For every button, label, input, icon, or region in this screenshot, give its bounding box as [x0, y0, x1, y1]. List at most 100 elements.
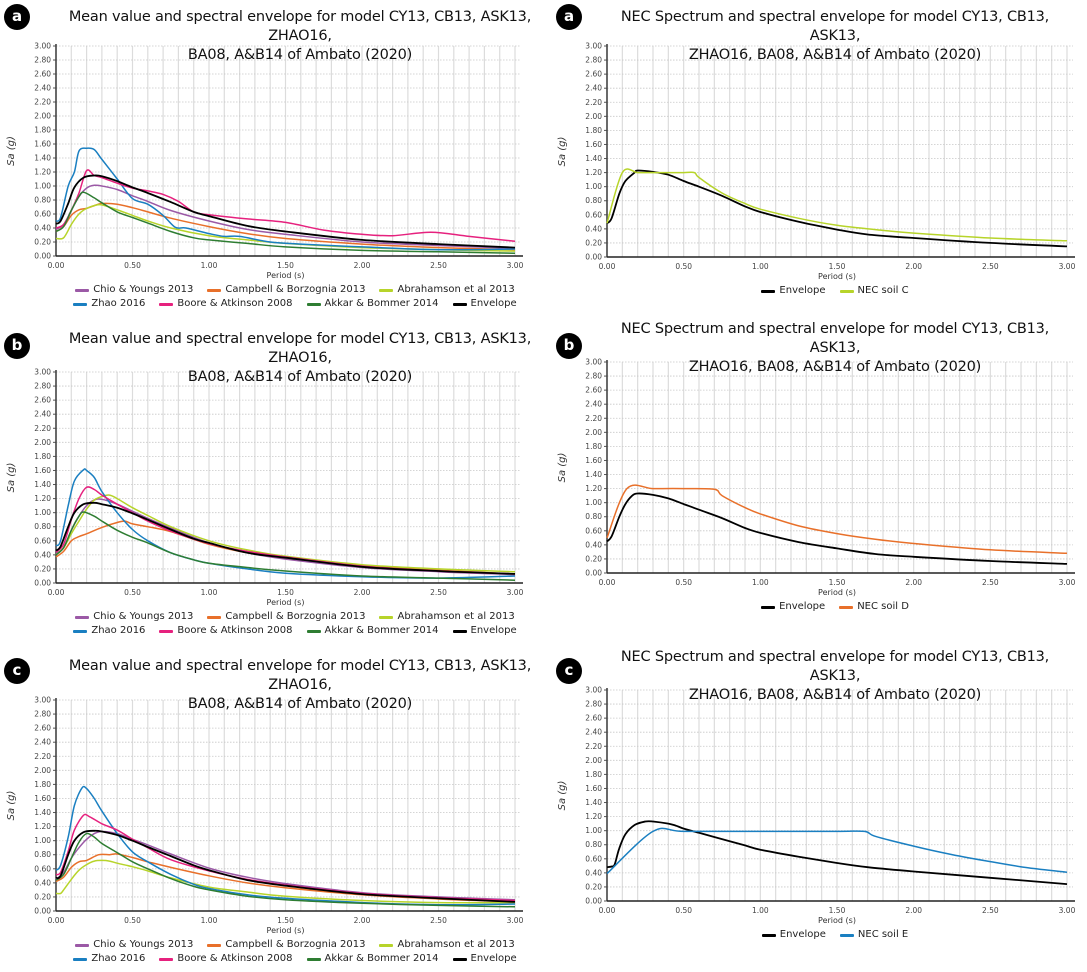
legend-item: Envelope: [761, 928, 826, 942]
chart-title-line-2: BA08, A&B14 of Ambato (2020): [187, 696, 413, 712]
legend-item: NEC soil D: [839, 600, 909, 614]
legend-swatch: [159, 629, 174, 633]
y-tick-label: 0.00: [585, 253, 602, 262]
y-tick-label: 2.00: [34, 112, 51, 121]
y-tick-label: 2.60: [34, 396, 51, 405]
y-tick-label: 1.40: [585, 798, 602, 807]
y-tick-label: 1.80: [34, 126, 51, 135]
y-tick-label: 2.20: [34, 98, 51, 107]
x-axis-label: Period (s): [818, 916, 856, 925]
legend-label: NEC soil C: [857, 285, 909, 296]
legend-swatch: [306, 957, 321, 961]
x-tick-label: 3.00: [507, 916, 524, 925]
x-tick-label: 0.50: [675, 906, 692, 915]
y-tick-label: 1.80: [585, 442, 602, 451]
legend-item: Campbell & Borzognia 2013: [207, 283, 365, 297]
chart-right-a: 0.00 0.20 0.40 0.60 0.80 1.00 1.20 1.40 1.60 1.80…: [557, 42, 1076, 282]
legend-swatch: [73, 629, 88, 633]
y-tick-label: 0.40: [585, 224, 602, 233]
y-tick-label: 1.40: [585, 154, 602, 163]
y-tick-label: 2.60: [585, 386, 602, 395]
series-line-nec-soil-d: [606, 484, 1068, 555]
series-line-envelope: [606, 492, 1068, 565]
chart-title-line-2: BA08, A&B14 of Ambato (2020): [187, 47, 413, 63]
chart-legend: Chio & Youngs 2013 Campbell & Borzognia 2…: [60, 283, 530, 311]
panel-label-badge: c: [4, 658, 30, 684]
chart-legend: Envelope NEC soil D: [600, 600, 1070, 614]
y-tick-label: 1.40: [34, 154, 51, 163]
legend-label: Zhao 2016: [91, 298, 146, 309]
legend-item: Chio & Youngs 2013: [75, 938, 193, 952]
legend-swatch: [306, 629, 321, 633]
series-line-envelope: [606, 820, 1068, 885]
y-tick-label: 0.00: [34, 579, 51, 588]
legend-label: Boore & Atkinson 2008: [177, 625, 293, 636]
x-tick-label: 0.00: [599, 906, 616, 915]
series-line-campbell-borzognia-2013: [55, 853, 516, 903]
legend-item: Chio & Youngs 2013: [75, 283, 193, 297]
y-tick-label: 2.40: [585, 400, 602, 409]
legend-swatch: [159, 302, 174, 306]
y-tick-label: 0.60: [585, 210, 602, 219]
y-tick-label: 1.20: [34, 494, 51, 503]
x-tick-label: 0.00: [599, 578, 616, 587]
chart-title-line-1: NEC Spectrum and spectral envelope for m…: [620, 649, 1050, 684]
x-tick-label: 0.00: [48, 588, 65, 597]
series-line-envelope: [55, 829, 516, 903]
chart-title: Mean value and spectral envelope for mod…: [60, 8, 540, 65]
y-tick-label: 3.00: [585, 42, 602, 51]
x-tick-label: 0.50: [124, 916, 141, 925]
legend-item: Envelope: [452, 624, 517, 638]
y-tick-label: 0.20: [585, 238, 602, 247]
legend-swatch: [839, 933, 854, 937]
chart-right-c: 0.00 0.20 0.40 0.60 0.80 1.00 1.20 1.40 1.60 1.80…: [557, 686, 1076, 926]
legend-swatch: [452, 302, 467, 306]
legend-row: Chio & Youngs 2013 Campbell & Borzognia 2…: [60, 610, 530, 624]
legend-item: Zhao 2016: [73, 297, 145, 311]
series-line-abrahamson-et-al-2013: [55, 859, 516, 904]
y-tick-label: 2.80: [34, 56, 51, 65]
chart-left-c: 0.00 0.20 0.40 0.60 0.80 1.00 1.20 1.40 1.60 1.80…: [6, 696, 524, 936]
x-tick-label: 1.00: [201, 588, 218, 597]
series-line-envelope: [55, 174, 516, 249]
y-axis-label: Sa (g): [6, 463, 17, 493]
chart-title-line-1: NEC Spectrum and spectral envelope for m…: [620, 321, 1050, 356]
legend-label: Envelope: [779, 285, 826, 296]
y-tick-label: 0.40: [585, 868, 602, 877]
legend-swatch: [379, 288, 394, 292]
legend-label: Chio & Youngs 2013: [93, 611, 194, 622]
legend-label: Boore & Atkinson 2008: [177, 953, 293, 964]
y-tick-label: 2.20: [585, 98, 602, 107]
y-tick-label: 1.40: [34, 808, 51, 817]
legend-item: Akkar & Bommer 2014: [306, 952, 439, 966]
chart-title-line-2: ZHAO16, BA08, A&B14 of Ambato (2020): [688, 687, 982, 703]
legend-swatch: [207, 288, 222, 292]
x-tick-label: 2.50: [430, 588, 447, 597]
x-tick-label: 1.50: [277, 588, 294, 597]
legend-item: Abrahamson et al 2013: [379, 938, 515, 952]
x-tick-label: 2.00: [905, 262, 922, 271]
chart-title: NEC Spectrum and spectral envelope for m…: [605, 648, 1065, 705]
x-tick-label: 0.00: [48, 916, 65, 925]
y-axis-label: Sa (g): [557, 453, 568, 483]
x-axis-label: Period (s): [818, 588, 856, 597]
y-tick-label: 2.00: [585, 112, 602, 121]
legend-item: Envelope: [761, 600, 825, 614]
chart-legend: Envelope NEC soil E: [600, 928, 1070, 942]
x-tick-label: 2.50: [982, 578, 999, 587]
legend-row: Envelope NEC soil E: [600, 928, 1070, 942]
x-tick-label: 2.50: [982, 906, 999, 915]
legend-item: Zhao 2016: [73, 624, 145, 638]
y-tick-label: 1.60: [585, 140, 602, 149]
x-tick-label: 2.00: [354, 916, 371, 925]
y-tick-label: 1.20: [585, 812, 602, 821]
y-tick-label: 2.60: [585, 714, 602, 723]
x-tick-label: 1.50: [829, 578, 846, 587]
y-axis-label: Sa (g): [557, 781, 568, 811]
y-tick-label: 0.80: [585, 196, 602, 205]
legend-row: Envelope NEC soil C: [600, 284, 1070, 298]
chart-title-line-1: Mean value and spectral envelope for mod…: [68, 331, 532, 366]
y-tick-label: 1.20: [585, 168, 602, 177]
y-tick-label: 0.40: [34, 550, 51, 559]
y-tick-label: 1.00: [585, 498, 602, 507]
